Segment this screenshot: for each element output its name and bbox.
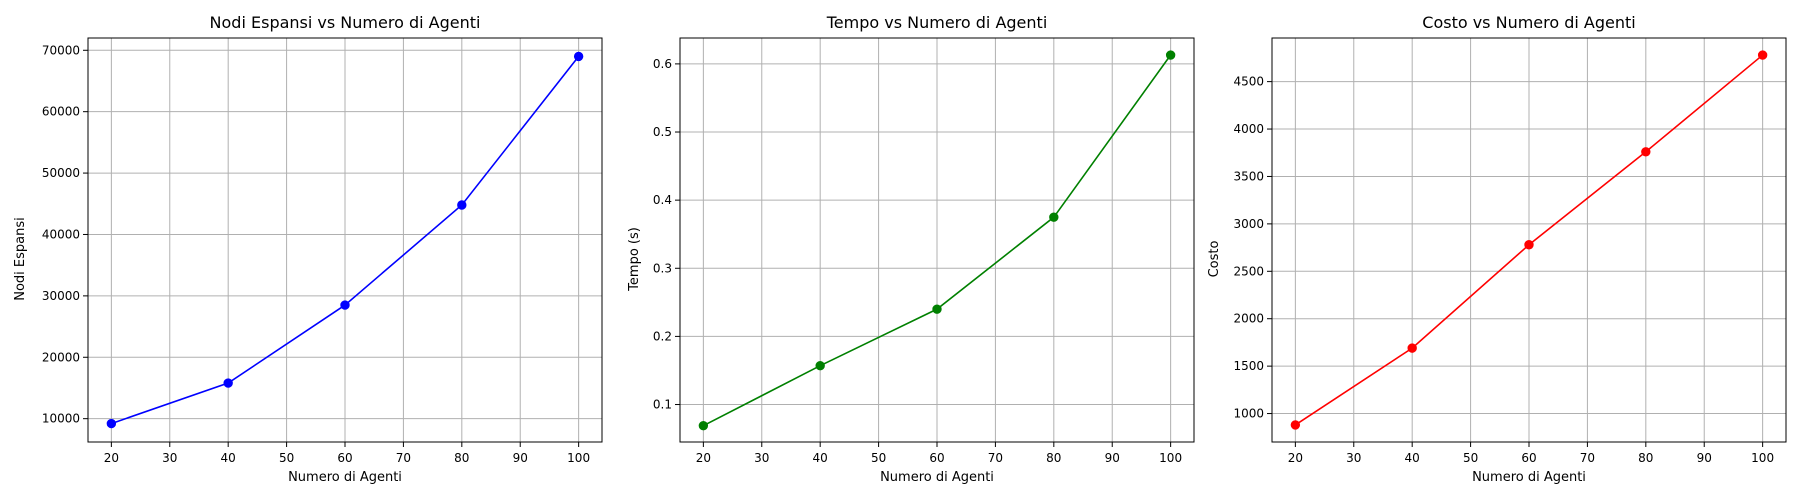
y-axis-label: Nodi Espansi <box>13 217 28 301</box>
data-point <box>1407 343 1417 353</box>
y-tick-label: 50000 <box>42 166 80 180</box>
x-tick-label: 90 <box>513 451 528 465</box>
x-tick-label: 60 <box>1521 451 1536 465</box>
y-tick-label: 40000 <box>42 227 80 241</box>
y-tick-label: 1500 <box>1233 359 1264 373</box>
data-point <box>340 300 350 310</box>
x-tick-label: 50 <box>871 451 886 465</box>
chart-nodi-espansi: Nodi Espansi vs Numero di Agenti Numero … <box>13 13 603 485</box>
y-axis-label: Costo <box>1207 241 1222 278</box>
x-tick-label: 30 <box>754 451 769 465</box>
data-point <box>698 420 709 431</box>
x-tick-label: 90 <box>1697 451 1712 465</box>
x-tick-label: 40 <box>1405 451 1420 465</box>
chart-title: Tempo vs Numero di Agenti <box>826 13 1048 32</box>
x-tick-label: 60 <box>337 451 352 465</box>
x-axis-label: Numero di Agenti <box>880 470 994 485</box>
x-tick-label: 30 <box>1346 451 1361 465</box>
y-tick-label: 1000 <box>1233 407 1264 421</box>
grid <box>88 38 602 442</box>
data-point <box>1165 50 1176 60</box>
data-point <box>932 304 942 314</box>
y-tick-label: 70000 <box>42 43 80 57</box>
y-tick-label: 3000 <box>1233 217 1264 231</box>
data-point <box>106 418 117 429</box>
y-axis-label: Tempo (s) <box>627 227 642 292</box>
x-tick-label: 60 <box>929 451 944 465</box>
data-point <box>1049 212 1059 222</box>
y-tick-label: 20000 <box>42 350 80 364</box>
data-point <box>457 200 467 210</box>
y-tick-label: 30000 <box>42 289 80 303</box>
x-tick-label: 100 <box>567 451 590 465</box>
x-axis-label: Numero di Agenti <box>1472 470 1586 485</box>
y-tick-label: 0.5 <box>653 125 672 139</box>
y-tick-label: 0.1 <box>653 398 672 412</box>
x-tick-label: 20 <box>696 451 711 465</box>
x-tick-label: 70 <box>1580 451 1595 465</box>
x-tick-label: 50 <box>1463 451 1478 465</box>
y-tick-label: 4500 <box>1233 75 1264 89</box>
x-tick-label: 100 <box>1751 451 1774 465</box>
data-point <box>1290 420 1301 430</box>
data-point <box>1524 240 1534 250</box>
x-axis-label: Numero di Agenti <box>288 470 402 485</box>
chart-title: Nodi Espansi vs Numero di Agenti <box>210 13 481 32</box>
y-tick-label: 2000 <box>1233 312 1264 326</box>
grid <box>1272 38 1786 442</box>
y-tick-label: 4000 <box>1233 122 1264 136</box>
data-point <box>1641 147 1651 157</box>
x-tick-label: 50 <box>279 451 294 465</box>
x-tick-label: 90 <box>1105 451 1120 465</box>
x-tick-label: 20 <box>1288 451 1303 465</box>
chart-title: Costo vs Numero di Agenti <box>1422 13 1635 32</box>
x-tick-label: 20 <box>104 451 119 465</box>
data-point <box>1757 50 1768 60</box>
chart-tempo: Tempo vs Numero di Agenti Numero di Agen… <box>627 13 1195 485</box>
y-tick-label: 0.3 <box>653 261 672 275</box>
y-tick-label: 3500 <box>1233 169 1264 183</box>
x-tick-label: 80 <box>454 451 469 465</box>
y-tick-label: 10000 <box>42 412 80 426</box>
x-tick-label: 40 <box>221 451 236 465</box>
data-point <box>573 51 584 62</box>
x-tick-label: 70 <box>988 451 1003 465</box>
y-tick-label: 0.4 <box>653 193 672 207</box>
chart-costo: Costo vs Numero di Agenti Numero di Agen… <box>1207 13 1787 485</box>
y-tick-label: 60000 <box>42 105 80 119</box>
data-point <box>223 378 233 388</box>
x-tick-label: 80 <box>1638 451 1653 465</box>
x-tick-label: 30 <box>162 451 177 465</box>
x-tick-label: 80 <box>1046 451 1061 465</box>
x-tick-label: 100 <box>1159 451 1182 465</box>
y-tick-label: 0.2 <box>653 329 672 343</box>
y-tick-label: 2500 <box>1233 264 1264 278</box>
grid <box>680 38 1194 442</box>
x-tick-label: 40 <box>813 451 828 465</box>
y-tick-label: 0.6 <box>653 57 672 71</box>
x-tick-label: 70 <box>396 451 411 465</box>
data-point <box>815 360 825 371</box>
